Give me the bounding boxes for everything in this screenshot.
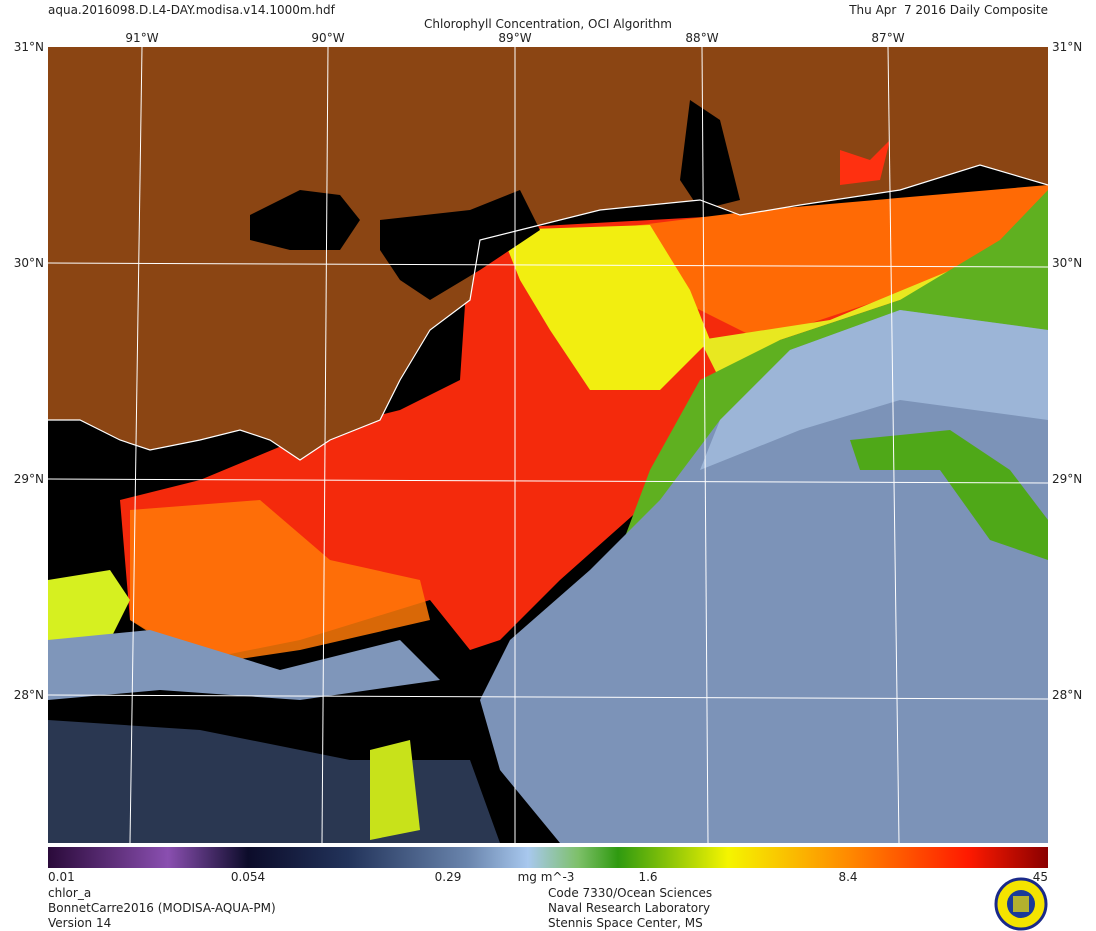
lat-label: 29°N	[1052, 472, 1082, 486]
colorbar	[48, 847, 1048, 868]
nrl-logo	[994, 877, 1048, 931]
map	[48, 47, 1049, 843]
footer-left-line: Version 14	[48, 916, 111, 930]
lat-label: 29°N	[14, 472, 44, 486]
lat-line	[47, 262, 1049, 268]
footer-left-line: BonnetCarre2016 (MODISA-AQUA-PM)	[48, 901, 276, 915]
colorbar-labels: 0.01 0.054 0.29 1.6 8.4 45	[48, 870, 1048, 884]
colorbar-label: 8.4	[838, 870, 857, 884]
file-name: aqua.2016098.D.L4-DAY.modisa.v14.1000m.h…	[48, 3, 336, 17]
colorbar-label: 0.29	[435, 870, 462, 884]
graticule: 31°N 31°N 30°N 30°N 29°N 29°N 28°N 28°N 91°W 90°W…	[14, 31, 1082, 844]
ocean-blue-light	[700, 310, 1048, 470]
footer-center-line: Code 7330/Ocean Sciences	[548, 886, 712, 900]
land	[48, 47, 1048, 460]
green-tongue	[850, 430, 1048, 560]
lat-label: 31°N	[14, 40, 44, 54]
lake	[250, 190, 360, 250]
title: Chlorophyll Concentration, OCI Algorithm	[424, 17, 672, 31]
ocean-blue	[48, 630, 440, 700]
plume-yellow	[500, 225, 710, 390]
yellow-patch	[370, 740, 420, 840]
lon-label: 90°W	[311, 31, 344, 45]
lon-label: 91°W	[125, 31, 158, 45]
lon-line	[129, 46, 143, 844]
lon-line	[887, 46, 900, 844]
lon-label: 87°W	[871, 31, 904, 45]
lat-label: 28°N	[14, 688, 44, 702]
lat-label: 30°N	[14, 256, 44, 270]
lat-label: 28°N	[1052, 688, 1082, 702]
lon-label: 89°W	[498, 31, 531, 45]
bay	[680, 100, 740, 210]
footer-center-line: Naval Research Laboratory	[548, 901, 710, 915]
colorbar-units: mg m^-3	[518, 870, 575, 884]
lat-line	[47, 694, 1049, 700]
coastline	[48, 164, 1049, 461]
plume-orange	[600, 185, 1048, 340]
plume-orange	[130, 500, 430, 665]
colorbar-label: 45	[1033, 870, 1048, 884]
colorbar-label: 0.054	[231, 870, 265, 884]
footer-center-line: Stennis Space Center, MS	[548, 916, 703, 930]
lat-line	[47, 478, 1049, 484]
lat-label: 31°N	[1052, 40, 1082, 54]
lake	[380, 190, 540, 300]
lon-line	[701, 46, 709, 844]
yellow-blob	[48, 570, 130, 640]
colorbar-label: 0.01	[48, 870, 75, 884]
lon-label: 88°W	[685, 31, 718, 45]
date: Thu Apr 7 2016 Daily Composite	[848, 3, 1048, 17]
lon-line	[321, 46, 329, 844]
colorbar-label: 1.6	[638, 870, 657, 884]
lat-label: 30°N	[1052, 256, 1082, 270]
bay	[840, 140, 890, 185]
footer-left-line: chlor_a	[48, 886, 91, 900]
